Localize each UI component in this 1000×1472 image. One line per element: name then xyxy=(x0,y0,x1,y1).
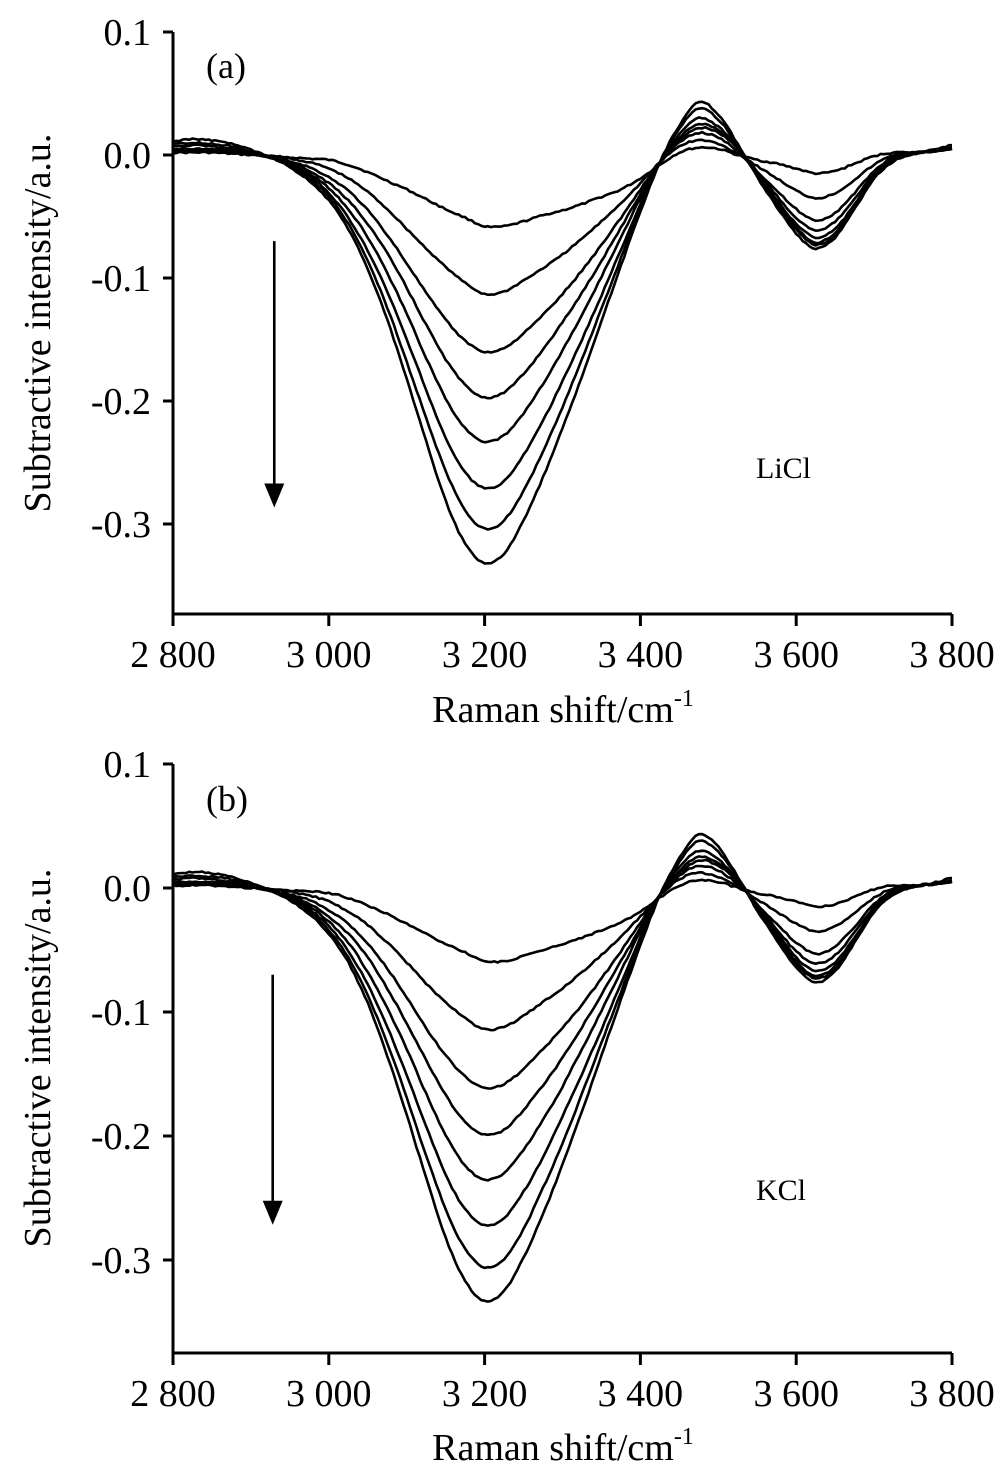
panel-b: Subtractive intensity/a.u. (b) KCl Raman… xyxy=(17,744,995,1469)
panel-label: (a) xyxy=(206,46,246,86)
series-line-5 xyxy=(172,122,953,444)
series-line-2 xyxy=(172,871,953,1032)
x-tick-label: 3 000 xyxy=(286,1373,372,1415)
y-tick-label: -0.3 xyxy=(91,1240,151,1282)
x-axis-title-text: Raman shift/cm xyxy=(432,689,674,731)
x-axis-title-superscript: -1 xyxy=(674,686,694,712)
salt-annotation: KCl xyxy=(756,1174,806,1207)
y-tick-label: -0.1 xyxy=(91,992,151,1034)
series-line-6 xyxy=(172,116,953,490)
y-tick-label: -0.3 xyxy=(91,504,151,546)
series-line-1 xyxy=(172,878,953,964)
y-tick-label: 0.0 xyxy=(104,135,152,177)
y-tick-label: -0.1 xyxy=(91,258,151,300)
y-axis-title: Subtractive intensity/a.u. xyxy=(17,134,59,513)
series-line-4 xyxy=(172,125,953,400)
series-line-6 xyxy=(172,849,953,1227)
x-tick-label: 3 200 xyxy=(442,1373,528,1415)
x-tick-label: 3 800 xyxy=(909,1373,995,1415)
series-line-3 xyxy=(172,864,952,1090)
panel-label: (b) xyxy=(206,779,248,819)
y-tick-label: 0.1 xyxy=(104,12,152,54)
x-tick-label: 3 000 xyxy=(286,634,372,676)
y-tick-label: 0.0 xyxy=(104,868,152,910)
series-line-2 xyxy=(172,138,953,297)
series-line-4 xyxy=(172,858,953,1137)
x-tick-label: 2 800 xyxy=(130,1373,216,1415)
y-tick-label: -0.2 xyxy=(91,381,151,423)
x-tick-label: 3 800 xyxy=(909,634,995,676)
x-axis-title: Raman shift/cm-1 xyxy=(432,686,694,731)
panel-a: Subtractive intensity/a.u. (a) LiCl Rama… xyxy=(17,12,995,731)
salt-annotation: LiCl xyxy=(756,452,811,485)
x-tick-label: 3 600 xyxy=(753,1373,839,1415)
y-tick-label: 0.1 xyxy=(104,744,152,786)
x-axis-title: Raman shift/cm-1 xyxy=(432,1424,694,1469)
series-line-7 xyxy=(173,106,953,531)
x-tick-label: 3 400 xyxy=(598,1373,684,1415)
trend-arrow-head-icon xyxy=(264,483,285,508)
x-axis-title-superscript: -1 xyxy=(674,1424,694,1450)
series-line-8 xyxy=(172,100,952,565)
x-tick-label: 2 800 xyxy=(130,634,216,676)
series-line-3 xyxy=(172,130,953,354)
trend-arrow-head-icon xyxy=(262,1200,283,1225)
series-line-8 xyxy=(172,832,953,1303)
x-tick-label: 3 200 xyxy=(442,634,528,676)
x-tick-label: 3 400 xyxy=(598,634,684,676)
series-line-7 xyxy=(172,839,953,1270)
x-axis-title-text: Raman shift/cm xyxy=(432,1427,674,1469)
y-axis-title: Subtractive intensity/a.u. xyxy=(17,869,59,1248)
y-tick-label: -0.2 xyxy=(91,1116,151,1158)
series-line-1 xyxy=(173,145,953,229)
x-tick-label: 3 600 xyxy=(753,634,839,676)
